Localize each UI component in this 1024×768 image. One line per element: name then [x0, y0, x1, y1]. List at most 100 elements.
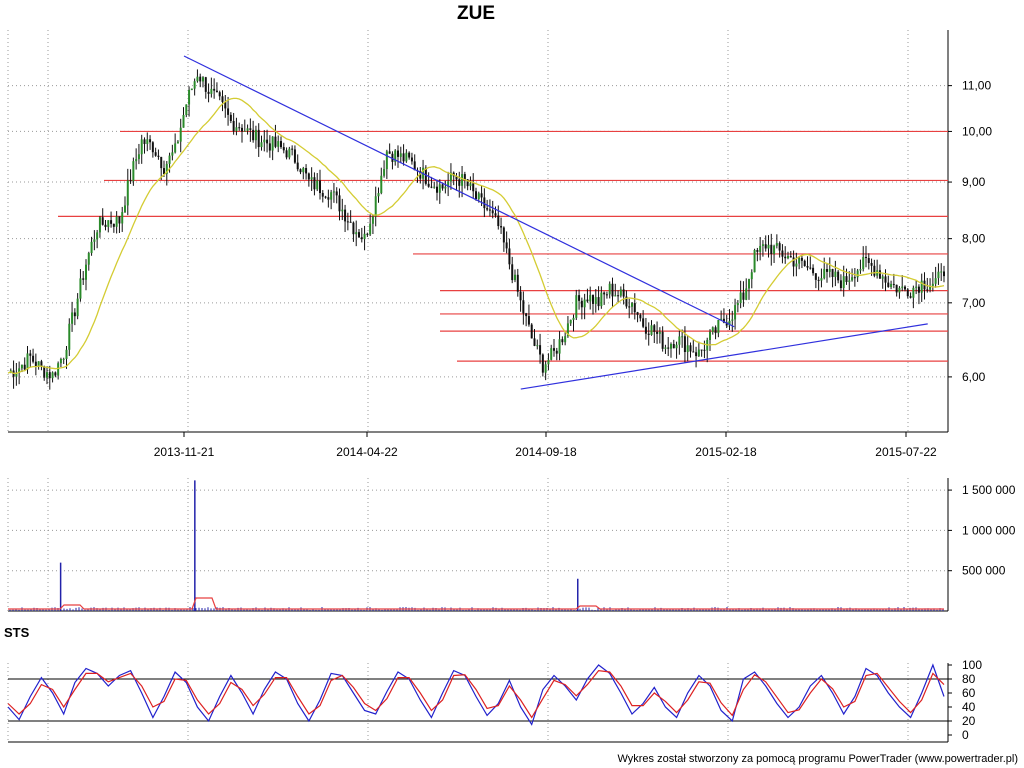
candle-body	[129, 180, 132, 182]
candle-body	[346, 221, 349, 223]
candle-body	[664, 347, 667, 349]
candle-body	[235, 127, 238, 132]
candle-body	[934, 278, 937, 284]
candle-body	[845, 276, 848, 283]
candle-body	[867, 258, 870, 263]
candle-body	[210, 88, 213, 94]
candle-body	[332, 191, 335, 193]
candle-body	[904, 286, 906, 290]
candle-body	[112, 223, 115, 227]
candle-body	[892, 283, 895, 285]
candle-body	[522, 300, 525, 314]
y-tick-label: 60	[962, 686, 976, 700]
candle-body	[424, 167, 427, 184]
candle-body	[90, 241, 93, 254]
candle-body	[636, 312, 639, 315]
candle-body	[65, 349, 68, 359]
candle-body	[43, 366, 46, 378]
candle-body	[76, 298, 79, 317]
candle-body	[419, 171, 422, 179]
candle-body	[497, 215, 500, 227]
candle-body	[207, 91, 210, 94]
candle-body	[57, 363, 60, 376]
candle-body	[274, 136, 277, 147]
candle-body	[182, 114, 185, 128]
candle-body	[46, 372, 48, 378]
candle-body	[536, 345, 539, 347]
candle-body	[881, 276, 884, 279]
y-tick-label: 0	[962, 728, 969, 742]
candle-body	[154, 152, 157, 156]
candle-body	[121, 212, 124, 224]
x-tick-label: 2014-04-22	[336, 445, 398, 459]
sts-grid	[7, 663, 948, 742]
candle-body	[491, 210, 494, 214]
candle-body	[628, 306, 631, 308]
candle-body	[271, 136, 274, 151]
candle-body	[619, 289, 622, 296]
candle-body	[873, 265, 876, 276]
x-tick-label: 2015-02-18	[695, 445, 757, 459]
candle-body	[229, 114, 232, 121]
candle-body	[611, 283, 614, 297]
candle-body	[605, 294, 608, 296]
volume-bars	[9, 480, 944, 611]
candle-body	[711, 327, 714, 332]
candle-body	[355, 232, 358, 235]
candle-body	[926, 289, 929, 291]
candle-body	[865, 256, 867, 259]
candle-body	[488, 209, 491, 211]
candle-body	[176, 141, 179, 144]
candle-body	[569, 319, 572, 324]
candle-body	[140, 139, 143, 155]
candle-body	[787, 256, 789, 259]
candle-body	[856, 270, 859, 278]
candle-body	[767, 244, 770, 249]
y-tick-label: 100	[962, 658, 982, 672]
candle-body	[87, 253, 90, 265]
candle-body	[26, 353, 29, 370]
candle-body	[759, 245, 762, 252]
y-tick-label: 6,00	[962, 370, 986, 384]
candle-body	[104, 224, 107, 227]
y-tick-label: 9,00	[962, 175, 986, 189]
candle-body	[221, 96, 224, 102]
candle-body	[778, 243, 781, 251]
sts-line-red	[7, 669, 945, 719]
candle-body	[773, 245, 776, 254]
candle-body	[79, 278, 82, 299]
candle-body	[898, 287, 901, 293]
candle-body	[806, 266, 809, 268]
candle-body	[391, 153, 394, 162]
candle-body	[853, 277, 856, 279]
candle-body	[586, 299, 589, 302]
candle-body	[828, 269, 831, 272]
candle-body	[480, 193, 483, 198]
candle-body	[98, 217, 101, 233]
candle-body	[313, 177, 316, 190]
candle-body	[174, 143, 177, 153]
candle-body	[277, 141, 280, 147]
candle-body	[380, 175, 383, 194]
candle-body	[438, 184, 441, 193]
candle-body	[410, 157, 413, 162]
candle-body	[878, 270, 881, 279]
candle-body	[316, 180, 319, 190]
y-tick-label: 80	[962, 672, 976, 686]
candle-body	[449, 172, 452, 182]
candle-body	[703, 349, 706, 351]
candle-body	[667, 347, 670, 349]
y-tick-label: 1 500 000	[962, 483, 1016, 497]
candle-body	[266, 139, 269, 144]
candle-body	[929, 285, 932, 290]
candle-body	[268, 143, 271, 151]
candle-body	[575, 295, 578, 318]
candle-body	[310, 177, 313, 180]
candle-body	[842, 276, 845, 289]
candle-body	[642, 318, 645, 327]
candle-body	[775, 243, 778, 246]
volume-y-ticks: 500 000 1 000 000 1 500 000	[948, 483, 1016, 578]
candle-body	[695, 352, 698, 357]
candle-body	[890, 283, 893, 288]
